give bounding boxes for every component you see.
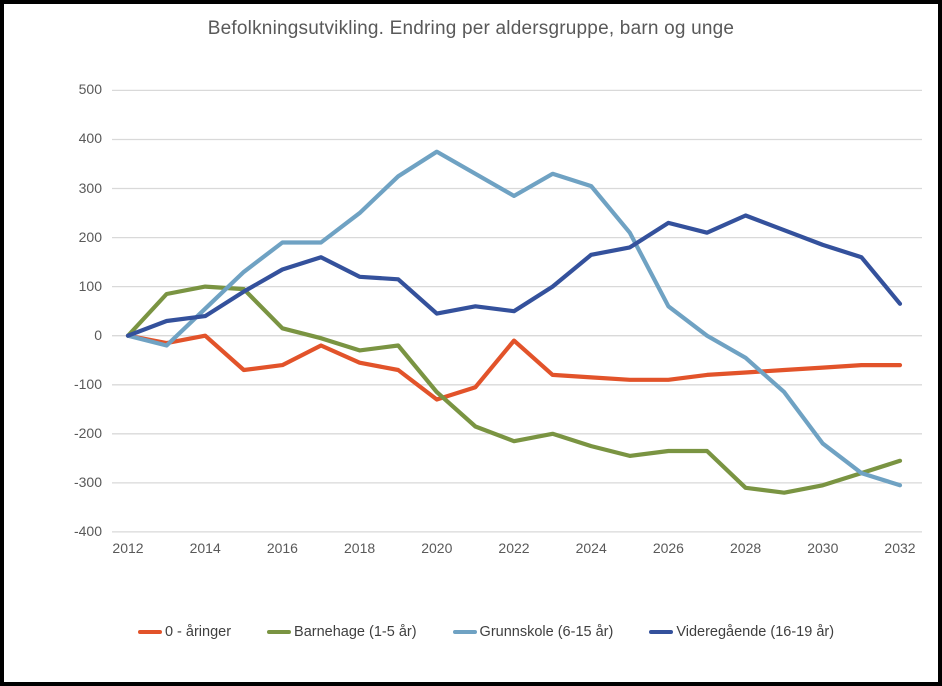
series-line [125, 149, 903, 488]
chart-title: Befolkningsutvikling. Endring per alders… [207, 18, 735, 39]
y-tick-label: 200 [78, 228, 102, 245]
x-tick-label: 2020 [421, 540, 453, 556]
legend-item: Grunnskole (6-15 år) [452, 624, 614, 640]
legend-label: 0 - åringer [164, 624, 232, 640]
series-line [125, 213, 903, 338]
series-line [125, 284, 903, 495]
y-tick-label: -200 [73, 424, 102, 441]
x-tick-label: 2022 [498, 540, 530, 556]
y-tick-label: 300 [78, 179, 102, 196]
y-tick-label: -400 [73, 522, 102, 539]
legend-item: Barnehage (1-5 år) [267, 624, 417, 640]
y-tick-label: -300 [73, 473, 102, 490]
legend-dash-icon [137, 630, 162, 634]
x-tick-label: 2016 [266, 540, 298, 556]
y-tick-label: 500 [78, 81, 102, 98]
x-tick-label: 2018 [344, 540, 376, 556]
series-line [125, 333, 903, 402]
x-tick-label: 2032 [884, 540, 916, 556]
legend-label: Grunnskole (6-15 år) [479, 624, 614, 640]
legend-label: Barnehage (1-5 år) [294, 624, 417, 640]
x-tick-label: 2014 [189, 540, 221, 556]
legend-dash-icon [267, 630, 292, 634]
legend-item: Videregående (16-19 år) [649, 624, 834, 640]
y-tick-label: 0 [94, 326, 102, 343]
x-tick-label: 2012 [112, 540, 144, 556]
x-tick-label: 2024 [575, 540, 607, 556]
y-tick-label: -100 [73, 375, 102, 392]
y-tick-label: 400 [78, 130, 102, 147]
legend-item: 0 - åringer [137, 624, 232, 640]
plot-area [112, 89, 922, 533]
legend-dash-icon [649, 630, 674, 634]
x-tick-label: 2030 [807, 540, 839, 556]
legend: 0 - åringer Barnehage (1-5 år) Grunnskole … [34, 624, 938, 640]
y-tick-label: 100 [78, 277, 102, 294]
x-tick-label: 2026 [652, 540, 684, 556]
legend-label: Videregående (16-19 år) [676, 624, 835, 640]
x-tick-label: 2028 [730, 540, 762, 556]
legend-dash-icon [452, 630, 477, 634]
